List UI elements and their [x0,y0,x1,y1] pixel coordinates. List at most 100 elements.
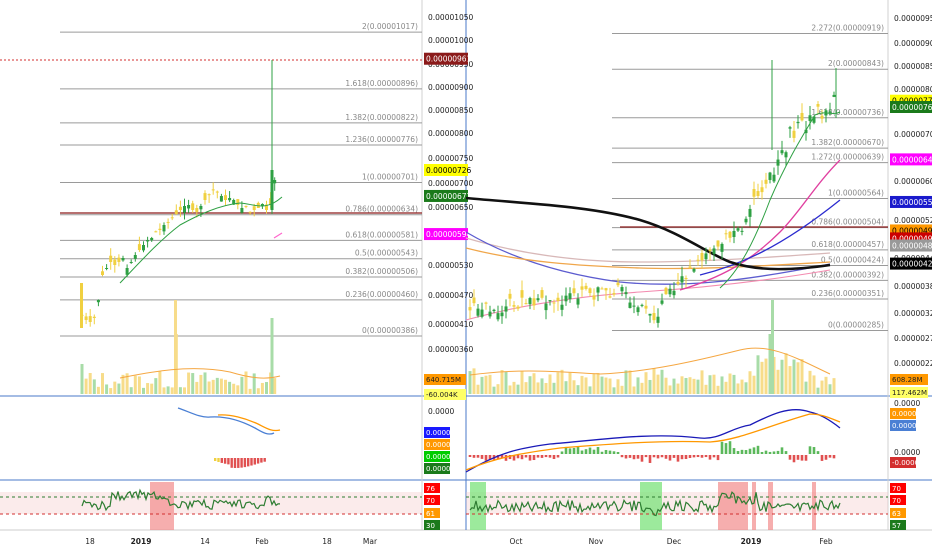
right-volume-bar [764,358,768,394]
right-histogram-bar [544,455,548,458]
right-candle [776,159,780,166]
right-volume-bar [628,370,632,394]
right-price-tick: 0.00000850 [894,62,932,71]
left-histogram-bar [253,458,256,465]
left-price-badge-text: 0.00000961 [426,55,472,64]
right-candle [760,187,764,193]
left-time-axis[interactable]: 18 2019 14 Feb 18 Mar [85,537,378,546]
left-rsi-badge-text: 61 [426,510,435,518]
left-ma-line [119,196,283,284]
right-histogram-bar [484,455,488,461]
right-candle [568,293,572,300]
right-histogram-bar [812,447,816,454]
right-volume-bar [524,382,528,394]
right-volume-badge-text: 608.28M [892,376,923,384]
right-histogram-bar [796,455,800,460]
right-price-axis[interactable]: 0.00000950 0.00000900 0.00000850 0.00000800… [894,14,932,368]
right-price-badge-text: 0.00000428 [892,260,932,269]
left-rsi-badge-text: 76 [426,485,435,493]
left-candle [158,228,162,230]
right-volume-spike [771,300,774,394]
right-histogram-bar [488,455,492,460]
right-ma-pinkgray [465,237,831,263]
left-candle [154,231,158,233]
right-ma-black [465,196,831,271]
left-volume-bar [96,386,100,394]
right-fib-label: 2.272(0.00000919) [811,24,884,33]
right-volume-bar [584,377,588,394]
left-time-tick: Mar [363,537,378,546]
right-volume-bar [572,380,576,394]
right-volume-bars [468,300,836,394]
right-price-tick: 0.00000600 [894,177,932,186]
right-fib-label: 1(0.00000564) [828,189,884,198]
right-volume-bar [732,374,736,394]
left-candle [260,204,264,206]
right-histogram-bar [640,455,644,462]
right-candle [696,259,700,261]
right-volume-bar [800,359,804,394]
right-histogram-bar [732,448,736,454]
right-macd-badge [890,457,916,468]
right-time-axis[interactable]: Oct Nov Dec 2019 Feb [510,537,833,546]
right-price-tick: 0.00000800 [894,85,932,94]
left-price-badge [424,164,468,176]
left-volume-ma [119,368,281,379]
right-volume-bar [624,370,628,394]
right-rsi-badge [890,508,906,518]
left-volume-bar [273,378,277,394]
left-candle [232,200,236,205]
right-candle [692,268,696,272]
left-histogram-bar [263,458,266,462]
right-volume-bar [608,378,612,394]
right-candle [700,253,704,261]
right-volume-bar [532,373,536,394]
right-volume-bar [760,361,764,394]
right-volume-bar [644,372,648,394]
right-volume-bar [548,374,552,394]
left-rsi-band [0,492,422,514]
left-volume-bar [154,378,158,394]
left-time-tick: 14 [200,537,210,546]
right-histogram-bar [536,455,540,458]
right-candle [820,115,824,119]
left-fib-levels[interactable]: 2(0.00001017) 1.618(0.00000896) 1.382(0.00… [60,22,422,337]
left-volume-bar [84,378,88,394]
right-candle [604,288,608,291]
right-candle [608,296,612,298]
right-price-badge-text: 0.00000646 [892,155,932,164]
right-fib-label: 0.5(0.00000424) [821,255,884,264]
right-fib-label: 0.236(0.00000351) [811,289,884,298]
right-volume-bar [700,370,704,394]
right-volume-bar [664,377,668,394]
left-histogram-bar [240,458,243,468]
left-volume-bar [166,386,170,394]
right-volume-bar [812,375,816,394]
right-candle [572,288,576,294]
right-time-tick: Nov [589,537,604,546]
right-histogram-bar [736,451,740,454]
right-candle [688,266,692,268]
left-candle [125,268,129,275]
left-pink-mark [273,232,283,239]
right-price-tick: 0.00000320 [894,309,932,318]
left-macd-tick: 0.0000 [428,407,454,416]
left-candle [215,191,219,193]
right-candle [548,300,552,302]
left-candle [207,194,211,196]
left-candle [109,255,113,262]
left-candle [96,300,100,303]
right-candle [592,295,596,300]
left-price-badge-text: 0.00000726 [426,166,472,175]
left-rsi-overbought-zone [150,482,174,530]
right-volume-bar [544,382,548,394]
left-macd-badge-text: 0.0000 [426,429,451,437]
right-volume-bar [520,371,524,394]
right-histogram-bar [496,455,500,459]
right-macd-badges: 0.0000 0.0000 -0.0000 [890,408,919,468]
right-candle [540,290,544,298]
right-fib-levels[interactable]: 2.272(0.00000919) 2(0.00000843) 1.618(0.00… [612,24,888,331]
right-fib-label: 0.786(0.00000504) [811,218,884,227]
right-histogram-bar [608,450,612,454]
